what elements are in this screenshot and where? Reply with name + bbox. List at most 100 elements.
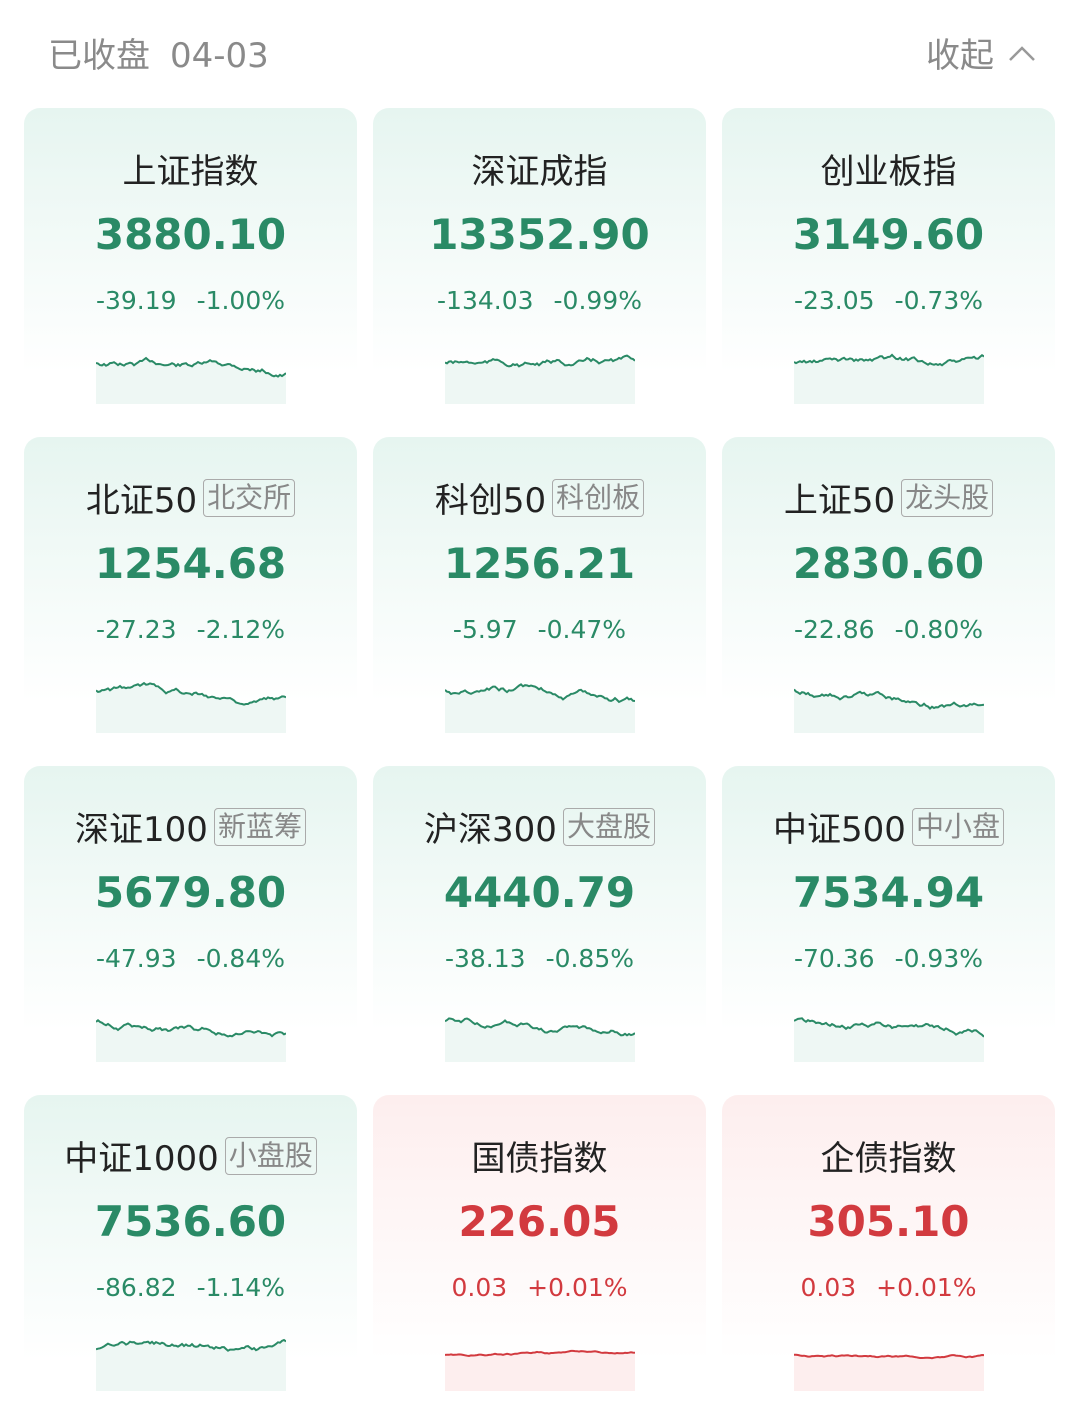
sparkline: [794, 1017, 984, 1062]
index-change-row: -134.03 -0.99%: [373, 286, 706, 315]
index-change-row: -47.93 -0.84%: [24, 944, 357, 973]
index-name: 国债指数: [471, 1139, 608, 1179]
index-change: -23.05: [793, 286, 875, 315]
index-name-row: 中证1000 小盘股: [24, 1131, 357, 1180]
sparkline-area: [794, 354, 984, 404]
sparkline: [445, 1349, 635, 1391]
sparkline-line: [794, 353, 984, 367]
index-value: 13352.90: [429, 210, 650, 259]
index-change: -39.19: [95, 286, 177, 315]
index-card[interactable]: 国债指数 226.05 0.03 +0.01%: [373, 1095, 706, 1407]
index-name-row: 深证100 新蓝筹: [24, 802, 357, 851]
collapse-button[interactable]: 收起: [926, 28, 1036, 77]
index-name-row: 上证指数: [24, 144, 357, 193]
index-change: -22.86: [793, 615, 875, 644]
index-card[interactable]: 上证50 龙头股 2830.60 -22.86 -0.80%: [722, 437, 1055, 749]
index-change: -38.13: [444, 944, 526, 973]
index-value: 5679.80: [94, 868, 287, 917]
sparkline: [96, 681, 286, 733]
sparkline-line: [96, 1019, 286, 1038]
sparkline: [794, 1353, 984, 1391]
sparkline-area: [445, 684, 635, 733]
sparkline: [96, 356, 286, 404]
index-tag: 中小盘: [911, 807, 1004, 846]
index-card[interactable]: 北证50 北交所 1254.68 -27.23 -2.12%: [24, 437, 357, 749]
index-card[interactable]: 上证指数 3880.10 -39.19 -1.00%: [24, 108, 357, 420]
index-card[interactable]: 深证成指 13352.90 -134.03 -0.99%: [373, 108, 706, 420]
index-card[interactable]: 沪深300 大盘股 4440.79 -38.13 -0.85%: [373, 766, 706, 1078]
index-percent: -0.47%: [537, 615, 627, 644]
index-name: 上证指数: [122, 152, 259, 192]
index-change: -47.93: [95, 944, 177, 973]
chevron: [1009, 45, 1035, 61]
sparkline-line: [794, 1017, 984, 1038]
index-change: -27.23: [95, 615, 177, 644]
status: 已收盘 04-03: [48, 28, 269, 77]
index-card[interactable]: 深证100 新蓝筹 5679.80 -47.93 -0.84%: [24, 766, 357, 1078]
index-value: 1254.68: [94, 539, 287, 588]
index-change: 0.03: [800, 1273, 857, 1302]
sparkline-line: [96, 356, 286, 378]
index-percent: -0.84%: [196, 944, 286, 973]
index-tag: 北交所: [203, 478, 296, 517]
sparkline-area: [96, 1020, 286, 1062]
index-change: -86.82: [95, 1273, 177, 1302]
index-change-row: -38.13 -0.85%: [373, 944, 706, 973]
collapse-text: 收起: [926, 36, 994, 76]
index-change-row: -86.82 -1.14%: [24, 1273, 357, 1302]
date: 04-03: [170, 36, 269, 76]
sparkline-area: [96, 1340, 286, 1391]
index-name-row: 深证成指: [373, 144, 706, 193]
index-value: 4440.79: [443, 868, 636, 917]
index-name-row: 国债指数: [373, 1131, 706, 1180]
index-card[interactable]: 创业板指 3149.60 -23.05 -0.73%: [722, 108, 1055, 420]
index-name-row: 企债指数: [722, 1131, 1055, 1180]
sparkline-line: [794, 688, 984, 710]
sparkline-area: [445, 1350, 635, 1391]
index-card[interactable]: 中证1000 小盘股 7536.60 -86.82 -1.14%: [24, 1095, 357, 1407]
index-card[interactable]: 中证500 中小盘 7534.94 -70.36 -0.93%: [722, 766, 1055, 1078]
sparkline-area: [96, 683, 286, 733]
sparkline-area: [794, 1018, 984, 1062]
sparkline-line: [445, 354, 635, 368]
sparkline: [445, 1017, 635, 1062]
index-name: 北证50: [85, 481, 198, 521]
sparkline-line: [445, 683, 635, 704]
sparkline: [794, 688, 984, 733]
index-name: 创业板指: [820, 152, 957, 192]
index-value: 1256.21: [443, 539, 636, 588]
sparkline: [96, 1019, 286, 1062]
index-change-row: -5.97 -0.47%: [373, 615, 706, 644]
index-card[interactable]: 科创50 科创板 1256.21 -5.97 -0.47%: [373, 437, 706, 749]
index-name-row: 沪深300 大盘股: [373, 802, 706, 851]
index-value: 226.05: [458, 1197, 621, 1246]
index-tag: 新蓝筹: [213, 807, 306, 846]
index-value: 7534.94: [792, 868, 985, 917]
card-grid: 上证指数 3880.10 -39.19 -1.00% 深证成指 13352.90 -134.…: [0, 108, 1080, 1407]
index-name: 中证1000: [64, 1139, 219, 1179]
sparkline-area: [794, 1354, 984, 1391]
index-percent: -1.14%: [196, 1273, 286, 1302]
index-change-row: 0.03 +0.01%: [722, 1273, 1055, 1302]
index-percent: -0.73%: [894, 286, 984, 315]
index-name: 中证500: [773, 810, 906, 850]
index-card[interactable]: 企债指数 305.10 0.03 +0.01%: [722, 1095, 1055, 1407]
index-tag: 小盘股: [224, 1136, 317, 1175]
index-tag: 科创板: [552, 478, 645, 517]
header: 已收盘 04-03 收起: [0, 0, 1080, 108]
sparkline-line: [445, 1349, 635, 1358]
sparkline-area: [794, 689, 984, 733]
index-name: 深证100: [75, 810, 208, 850]
index-change: -134.03: [437, 286, 534, 315]
index-value: 2830.60: [792, 539, 985, 588]
sparkline-line: [794, 1353, 984, 1360]
index-name-row: 上证50 龙头股: [722, 473, 1055, 522]
sparkline-line: [96, 681, 286, 706]
status-text: 已收盘: [48, 36, 150, 76]
index-name-row: 中证500 中小盘: [722, 802, 1055, 851]
sparkline: [96, 1338, 286, 1391]
index-percent: -0.85%: [545, 944, 635, 973]
index-percent: -0.80%: [894, 615, 984, 644]
index-name: 企债指数: [820, 1139, 957, 1179]
